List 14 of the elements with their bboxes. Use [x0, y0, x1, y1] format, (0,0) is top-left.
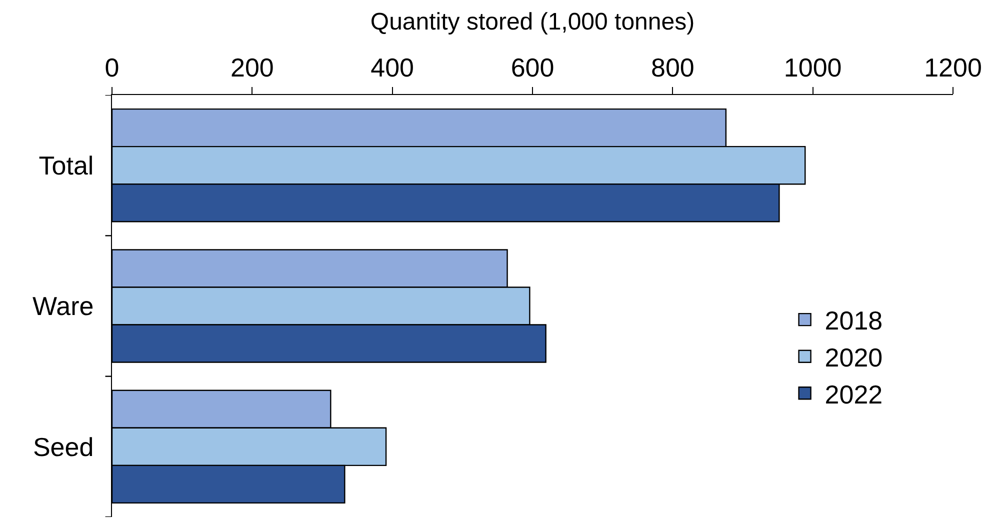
y-tick-label: Ware: [32, 291, 94, 322]
x-tick-label: 800: [650, 52, 694, 82]
x-tick-label: 0: [104, 52, 120, 82]
x-tick-label: 200: [230, 52, 274, 82]
x-tick-label: 1000: [784, 52, 842, 82]
x-axis-title: Quantity stored (1,000 tonnes): [370, 8, 695, 36]
x-tick-label: 400: [370, 52, 414, 82]
y-tick-label: Seed: [32, 432, 94, 462]
legend-label: 2020: [824, 342, 883, 372]
y-tick-label: Total: [38, 150, 94, 180]
x-tick-label: 1200: [924, 52, 982, 82]
x-tick-label: 600: [510, 52, 554, 82]
legend-label: 2022: [824, 379, 883, 410]
legend-label: 2018: [824, 306, 883, 336]
